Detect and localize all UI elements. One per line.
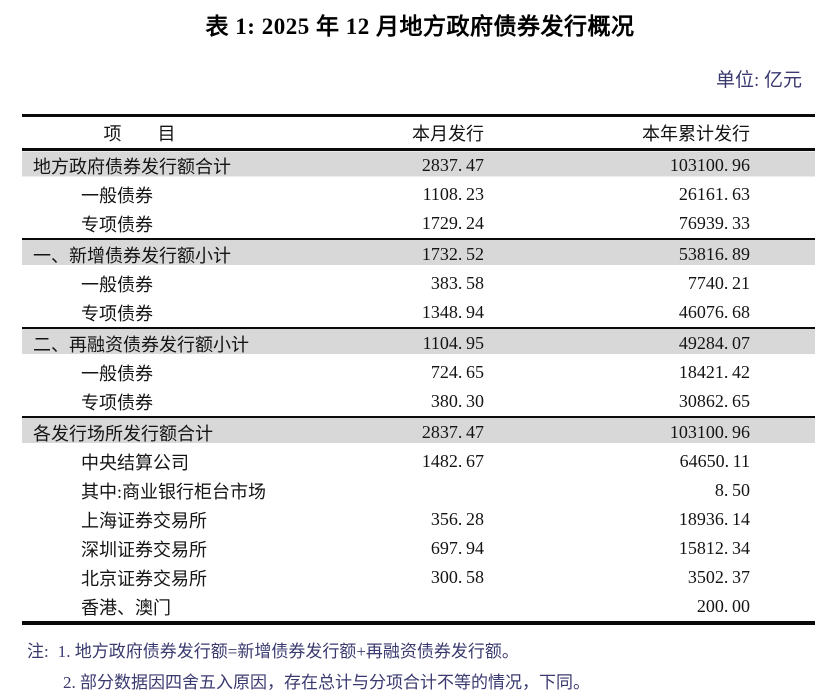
row-label: 上海证券交易所 [81,510,207,531]
row-cumulative-value: 15812. 34 [678,538,750,558]
footnote-text: 2. 部分数据因四舍五入原因，存在总计与分项合计不等的情况，下同。 [63,673,590,692]
row-label: 一般债券 [81,274,153,295]
row-monthly-value [302,592,484,623]
row-cumulative-value: 7740. 21 [687,273,750,293]
row-cumulative-value: 76939. 33 [678,213,750,233]
row-monthly-value: 356. 28 [430,509,484,529]
row-label: 专项债券 [81,214,153,235]
table-row: 一般债券 383. 58 7740. 21 [22,269,815,298]
page-title: 表 1: 2025 年 12 月地方政府债券发行概况 [205,14,635,39]
table-row: 专项债券 1348. 94 46076. 68 [22,298,815,328]
row-cumulative-value: 64650. 11 [679,451,750,471]
row-label: 香港、澳门 [81,597,171,618]
row-label: 二、再融资债券发行额小计 [22,328,302,358]
table-row: 一般债券 724. 65 18421. 42 [22,358,815,387]
row-cumulative-value: 26161. 63 [678,184,750,204]
row-monthly-value: 1482. 67 [421,451,484,471]
row-cumulative-value: 49284. 07 [484,328,815,358]
column-header-cumulative: 本年累计发行 [642,123,750,144]
row-monthly-value: 1348. 94 [421,302,484,322]
row-cumulative-value: 3502. 37 [687,567,750,587]
row-label: 各发行场所发行额合计 [22,417,302,447]
row-cumulative-value: 46076. 68 [678,302,750,322]
header-row: 项 目 本月发行 本年累计发行 [22,116,815,150]
table-row: 专项债券 1729. 24 76939. 33 [22,209,815,239]
table-row: 二、再融资债券发行额小计 1104. 95 49284. 07 [22,328,815,358]
row-label: 深圳证券交易所 [81,539,207,560]
row-label: 北京证券交易所 [81,568,207,589]
row-label: 专项债券 [81,303,153,324]
row-cumulative-value: 53816. 89 [484,239,815,269]
table-row: 一、新增债券发行额小计 1732. 52 53816. 89 [22,239,815,269]
row-label: 一般债券 [81,363,153,384]
row-monthly-value [302,476,484,505]
row-cumulative-value: 30862. 65 [678,391,750,411]
table-row: 其中:商业银行柜台市场 8. 50 [22,476,815,505]
table-row: 各发行场所发行额合计 2837. 47 103100. 96 [22,417,815,447]
row-monthly-value: 724. 65 [430,362,484,382]
table-row: 上海证券交易所 356. 28 18936. 14 [22,505,815,534]
row-label: 一般债券 [81,185,153,206]
table-row: 深圳证券交易所 697. 94 15812. 34 [22,534,815,563]
column-header-monthly: 本月发行 [412,123,484,144]
footnotes: 注: 1. 地方政府债券发行额=新增债券发行额+再融资债券发行额。 2. 部分数据… [27,636,840,698]
row-monthly-value: 383. 58 [430,273,484,293]
table-body: 地方政府债券发行额合计 2837. 47 103100. 96 一般债券 1108. 2… [22,149,815,624]
row-monthly-value: 2837. 47 [302,417,484,447]
row-cumulative-value: 103100. 96 [484,417,815,447]
row-monthly-value: 1732. 52 [302,239,484,269]
row-monthly-value: 2837. 47 [302,149,484,180]
column-header-item: 项 目 [103,123,176,144]
row-cumulative-value: 18936. 14 [678,509,750,529]
row-monthly-value: 1104. 95 [302,328,484,358]
table-row: 一般债券 1108. 23 26161. 63 [22,180,815,209]
table-row: 中央结算公司 1482. 67 64650. 11 [22,447,815,476]
row-monthly-value: 697. 94 [430,538,484,558]
row-cumulative-value: 18421. 42 [678,362,750,382]
row-monthly-value: 1108. 23 [422,184,484,204]
row-cumulative-value: 103100. 96 [484,149,815,180]
row-cumulative-value: 200. 00 [696,596,750,616]
bond-issuance-table: 项 目 本月发行 本年累计发行 地方政府债券发行额合计 2837. 47 10310… [22,114,815,625]
table-row: 香港、澳门 200. 00 [22,592,815,623]
row-label: 中央结算公司 [81,452,189,473]
table-header: 项 目 本月发行 本年累计发行 [22,116,815,150]
row-cumulative-value: 8. 50 [714,480,750,500]
row-label: 其中:商业银行柜台市场 [81,481,266,502]
row-monthly-value: 1729. 24 [421,213,484,233]
row-label: 专项债券 [81,392,153,413]
row-label: 地方政府债券发行额合计 [22,149,302,180]
unit-label: 单位: 亿元 [715,70,802,91]
footnote-text: 1. 地方政府债券发行额=新增债券发行额+再融资债券发行额。 [57,642,519,661]
row-label: 一、新增债券发行额小计 [22,239,302,269]
footnote-line-1: 注: 1. 地方政府债券发行额=新增债券发行额+再融资债券发行额。 [27,636,840,667]
table-row: 专项债券 380. 30 30862. 65 [22,387,815,417]
footnote-prefix: 注: [27,642,49,661]
row-monthly-value: 300. 58 [430,567,484,587]
table-row: 北京证券交易所 300. 58 3502. 37 [22,563,815,592]
row-monthly-value: 380. 30 [430,391,484,411]
table-row: 地方政府债券发行额合计 2837. 47 103100. 96 [22,149,815,180]
footnote-line-2: 2. 部分数据因四舍五入原因，存在总计与分项合计不等的情况，下同。 [63,667,840,698]
